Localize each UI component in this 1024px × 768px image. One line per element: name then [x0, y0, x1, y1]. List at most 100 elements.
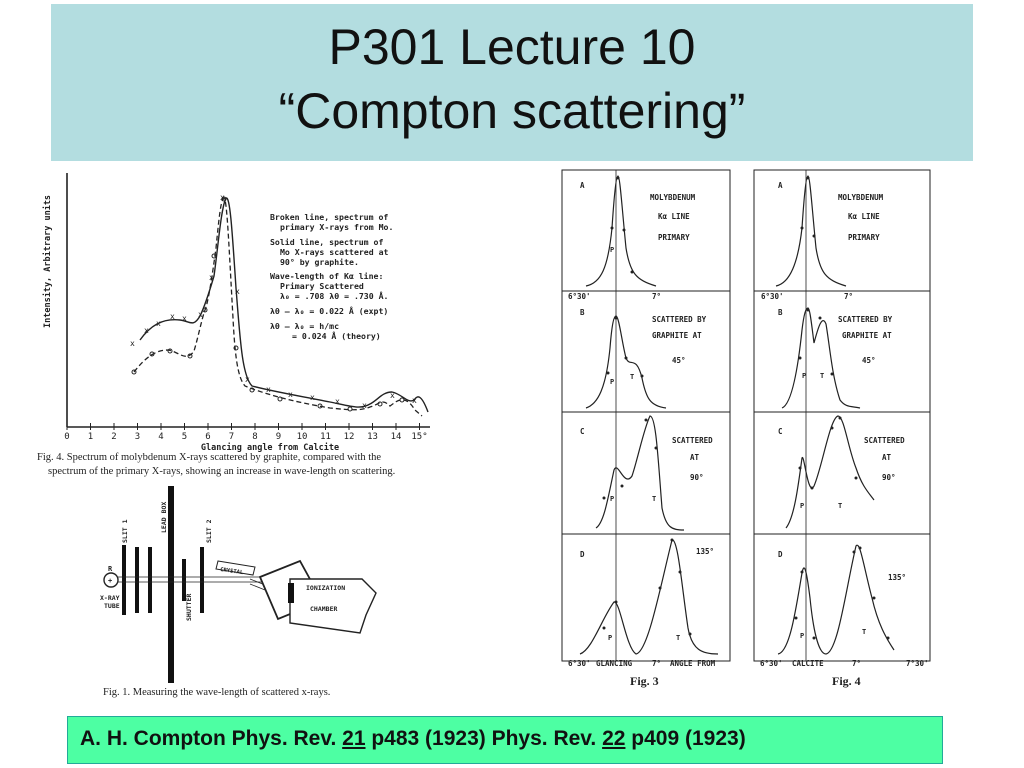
x-tick-label: 14: [391, 432, 402, 442]
row-letter-b: B: [580, 308, 585, 317]
svg-text:D: D: [778, 550, 783, 559]
x-tick-label: 8: [252, 432, 257, 442]
fig3-label: Fig. 3: [630, 674, 659, 688]
svg-text:x: x: [182, 314, 187, 323]
x-tick-label: 0: [64, 432, 69, 442]
fig4-bottom-label: CALCITE: [792, 659, 824, 668]
xray-tube-label: X-RAY: [100, 594, 120, 602]
x-tick-label: 4: [158, 432, 163, 442]
svg-text:90°: 90°: [690, 473, 704, 482]
svg-text:90° by graphite.: 90° by graphite.: [280, 257, 359, 267]
apparatus-caption: Fig. 1. Measuring the wave-length of sca…: [103, 687, 331, 698]
x-tick-label: 5: [182, 432, 187, 442]
svg-text:x: x: [335, 397, 340, 406]
svg-text:B: B: [778, 308, 783, 317]
x-tick-label: 12: [344, 432, 355, 442]
svg-text:R: R: [108, 565, 113, 573]
svg-text:x: x: [235, 287, 240, 296]
scattered-spectrum-curve: [139, 197, 429, 413]
svg-text:x: x: [412, 396, 417, 405]
x-tick-label: 9: [276, 432, 281, 442]
fig4-row-a-text: MOLYBDENUM: [838, 193, 884, 202]
svg-text:x: x: [390, 391, 395, 400]
row-letter-a: A: [580, 181, 585, 190]
fig3-row-b-text: SCATTERED BY: [652, 315, 707, 324]
fig3-curve-a: [585, 175, 657, 287]
fig3-row-d-text: 135°: [696, 547, 714, 556]
title-banner: P301 Lecture 10 “Compton scattering”: [51, 4, 973, 161]
primary-spectrum-curve: [133, 197, 423, 417]
row-letter-d: D: [580, 550, 585, 559]
row-letter-c: C: [580, 427, 585, 436]
x-tick-label: 13: [367, 432, 378, 442]
svg-text:AT: AT: [690, 453, 700, 462]
svg-text:x: x: [310, 393, 315, 402]
svg-text:x: x: [156, 319, 161, 328]
fig4-row-b-text: SCATTERED BY: [838, 315, 893, 324]
slit1-label: SLIT 1: [121, 519, 129, 543]
svg-text:A: A: [778, 181, 783, 190]
slit2-label: SLIT 2: [205, 519, 213, 543]
crystal-label: CRYSTAL: [220, 567, 244, 576]
svg-text:P: P: [608, 634, 612, 642]
svg-text:T: T: [630, 373, 634, 381]
svg-text:7°: 7°: [652, 292, 661, 301]
x-tick-label: 6: [205, 432, 210, 442]
svg-text:Mo X-rays scattered at: Mo X-rays scattered at: [280, 247, 389, 257]
x-tick-label: 1: [88, 432, 93, 442]
svg-text:6°30': 6°30': [760, 659, 783, 668]
svg-text:6°30': 6°30': [568, 292, 591, 301]
x-tick-label: 10: [297, 432, 308, 442]
plot-legend: Broken line, spectrum of primary X-rays …: [270, 212, 393, 341]
x-tick-label: 7: [229, 432, 234, 442]
svg-text:P: P: [800, 632, 804, 640]
svg-text:TUBE: TUBE: [104, 602, 120, 610]
svg-text:x: x: [144, 326, 149, 335]
citation-text: A. H. Compton Phys. Rev. 21 p483 (1923) …: [80, 727, 746, 750]
x-axis-label: Glancing angle from Calcite: [201, 442, 339, 453]
svg-text:P: P: [800, 502, 804, 510]
x-tick-label: 2: [111, 432, 116, 442]
spectrum-caption-line-1: Fig. 4. Spectrum of molybdenum X-rays sc…: [37, 452, 382, 463]
svg-text:AT: AT: [882, 453, 892, 462]
svg-text:6°30': 6°30': [568, 659, 591, 668]
svg-text:T: T: [676, 634, 680, 642]
svg-text:x: x: [288, 390, 293, 399]
y-axis-label: Intensity, Arbitrary units: [42, 195, 53, 328]
svg-text:Wave-length of Kα line:: Wave-length of Kα line:: [270, 271, 383, 281]
svg-text:λθ – λ₀ = 0.022 Å (expt): λθ – λ₀ = 0.022 Å (expt): [270, 306, 388, 316]
fig4-row-d-text: 135°: [888, 573, 906, 582]
slide-subtitle: “Compton scattering”: [278, 83, 746, 139]
fig4-curve-d: [777, 544, 895, 655]
fig3-curve-c: [595, 415, 685, 531]
fig3-curve-b: [585, 315, 667, 409]
svg-text:6°30': 6°30': [761, 292, 784, 301]
svg-text:T: T: [652, 495, 656, 503]
svg-text:Kα LINE: Kα LINE: [848, 212, 880, 221]
svg-text:λ₀ = .708 λθ = .730 Å.: λ₀ = .708 λθ = .730 Å.: [280, 291, 388, 301]
chamber-label: CHAMBER: [310, 605, 337, 613]
slide-title: P301 Lecture 10: [328, 19, 696, 75]
lead-box-label: LEAD BOX: [160, 502, 168, 533]
fig4-curve-a: [775, 175, 847, 287]
svg-text:x: x: [198, 310, 203, 319]
fig3-bottom-label-right: ANGLE FROM: [670, 659, 716, 668]
svg-text:PRIMARY: PRIMARY: [848, 233, 880, 242]
svg-text:Solid line, spectrum of: Solid line, spectrum of: [270, 237, 383, 247]
svg-text:x: x: [362, 401, 367, 410]
svg-text:Primary Scattered: Primary Scattered: [280, 281, 364, 291]
svg-text:P: P: [802, 372, 806, 380]
svg-text:GRAPHITE AT: GRAPHITE AT: [842, 331, 892, 340]
svg-text:Broken line, spectrum of: Broken line, spectrum of: [270, 212, 388, 222]
fig3-row-c-text: SCATTERED: [672, 436, 713, 445]
svg-text:45°: 45°: [862, 356, 876, 365]
x-tick-label: 11: [320, 432, 331, 442]
svg-text:x: x: [209, 273, 214, 282]
svg-text:P: P: [610, 378, 614, 386]
svg-text:90°: 90°: [882, 473, 896, 482]
volume-21: 21: [342, 727, 366, 750]
svg-text:x: x: [130, 339, 135, 348]
svg-text:7°: 7°: [852, 659, 861, 668]
svg-text:45°: 45°: [672, 356, 686, 365]
